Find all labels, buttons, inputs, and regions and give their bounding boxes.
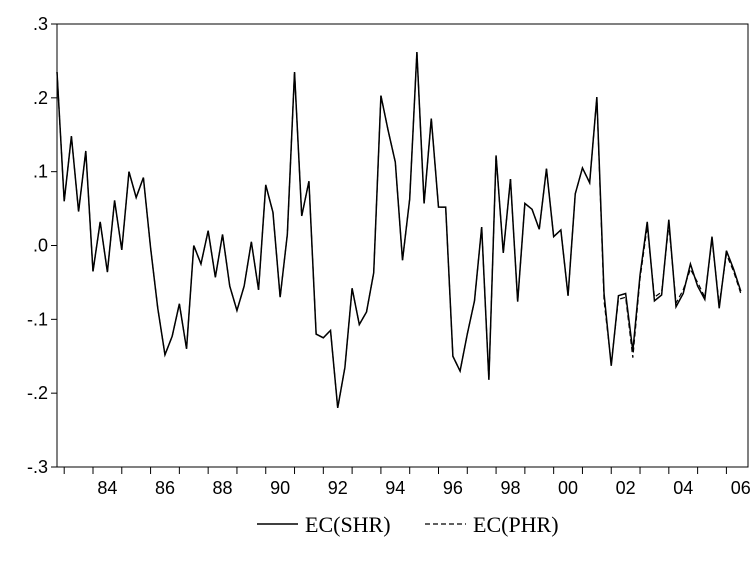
series-line-ec-phr — [56, 52, 742, 409]
x-tick-label: 92 — [328, 478, 348, 498]
x-tick-label: 98 — [500, 478, 520, 498]
x-tick-label: 04 — [673, 478, 693, 498]
x-tick-label: 88 — [213, 478, 233, 498]
legend-label-series-1: EC(SHR) — [305, 512, 391, 537]
y-tick-label: .3 — [33, 14, 48, 34]
x-tick-label: 84 — [97, 478, 117, 498]
y-tick-label: -.1 — [27, 309, 48, 329]
y-tick-label: .2 — [33, 88, 48, 108]
x-tick-label: 06 — [731, 478, 751, 498]
y-tick-label: .1 — [33, 162, 48, 182]
x-axis: 84 86 88 90 92 94 96 98 00 02 04 06 — [63, 467, 751, 498]
y-tick-label: -.3 — [27, 457, 48, 477]
x-tick-label: 86 — [155, 478, 175, 498]
series-layer — [56, 52, 742, 409]
y-tick-label: .0 — [33, 236, 48, 256]
x-tick-label: 96 — [443, 478, 463, 498]
legend-label-series-2: EC(PHR) — [473, 512, 559, 537]
x-tick-label: 02 — [616, 478, 636, 498]
x-tick-label: 00 — [558, 478, 578, 498]
y-axis: .3 .2 .1 .0 -.1 -.2 -.3 — [27, 14, 57, 477]
legend: EC(SHR) EC(PHR) — [257, 512, 559, 537]
x-tick-label: 90 — [270, 478, 290, 498]
x-tick-label: 94 — [385, 478, 405, 498]
y-tick-label: -.2 — [27, 383, 48, 403]
series-line-ec-shr — [56, 52, 742, 409]
